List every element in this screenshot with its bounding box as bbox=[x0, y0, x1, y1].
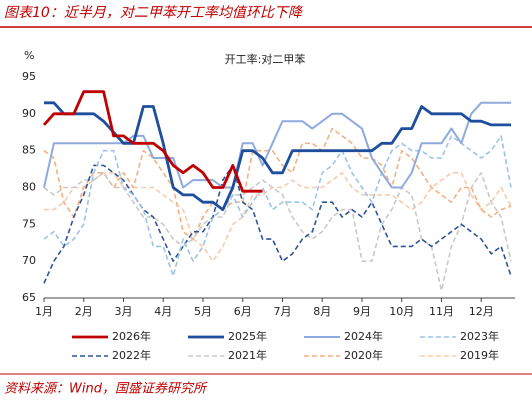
legend-label: 2022年 bbox=[112, 348, 151, 362]
legend-label: 2023年 bbox=[460, 329, 499, 343]
chart-title: 开工率:对二甲苯 bbox=[225, 52, 306, 66]
y-tick-label: 80 bbox=[22, 181, 36, 194]
series-line bbox=[43, 127, 512, 240]
series-line bbox=[43, 135, 512, 277]
y-axis-label: % bbox=[24, 49, 34, 62]
series-line bbox=[43, 101, 511, 189]
series-line bbox=[44, 101, 511, 211]
legend-label: 2024年 bbox=[344, 329, 383, 343]
x-tick-label: 6月 bbox=[234, 305, 252, 318]
series-line bbox=[43, 172, 512, 292]
source-note: 资料来源：Wind，国盛证券研究所 bbox=[4, 381, 208, 397]
y-tick-label: 75 bbox=[22, 217, 36, 230]
legend-label: 2019年 bbox=[460, 348, 499, 362]
y-tick-label: 90 bbox=[22, 107, 36, 120]
x-tick-label: 3月 bbox=[114, 305, 132, 318]
x-tick-label: 8月 bbox=[313, 305, 331, 318]
legend-label: 2026年 bbox=[112, 329, 151, 343]
x-tick-label: 4月 bbox=[154, 305, 172, 318]
y-tick-label: 65 bbox=[22, 291, 36, 304]
x-tick-label: 9月 bbox=[353, 305, 371, 318]
series-line bbox=[43, 164, 512, 284]
y-tick-label: 70 bbox=[22, 254, 36, 267]
y-tick-label: 85 bbox=[22, 144, 36, 157]
page-title: 图表10：近半月，对二甲苯开工率均值环比下降 bbox=[4, 5, 304, 21]
series-line bbox=[44, 172, 512, 262]
x-tick-label: 7月 bbox=[273, 305, 291, 318]
x-tick-label: 2月 bbox=[75, 305, 93, 318]
x-tick-label: 5月 bbox=[194, 305, 212, 318]
series-line bbox=[42, 90, 263, 193]
legend-label: 2021年 bbox=[228, 348, 267, 362]
x-tick-label: 1月 bbox=[35, 305, 53, 318]
legend-label: 2020年 bbox=[344, 348, 383, 362]
x-tick-label: 11月 bbox=[429, 305, 454, 318]
y-tick-label: 95 bbox=[22, 70, 36, 83]
x-tick-label: 12月 bbox=[469, 305, 494, 318]
x-tick-label: 10月 bbox=[389, 305, 414, 318]
legend-label: 2025年 bbox=[228, 329, 267, 343]
